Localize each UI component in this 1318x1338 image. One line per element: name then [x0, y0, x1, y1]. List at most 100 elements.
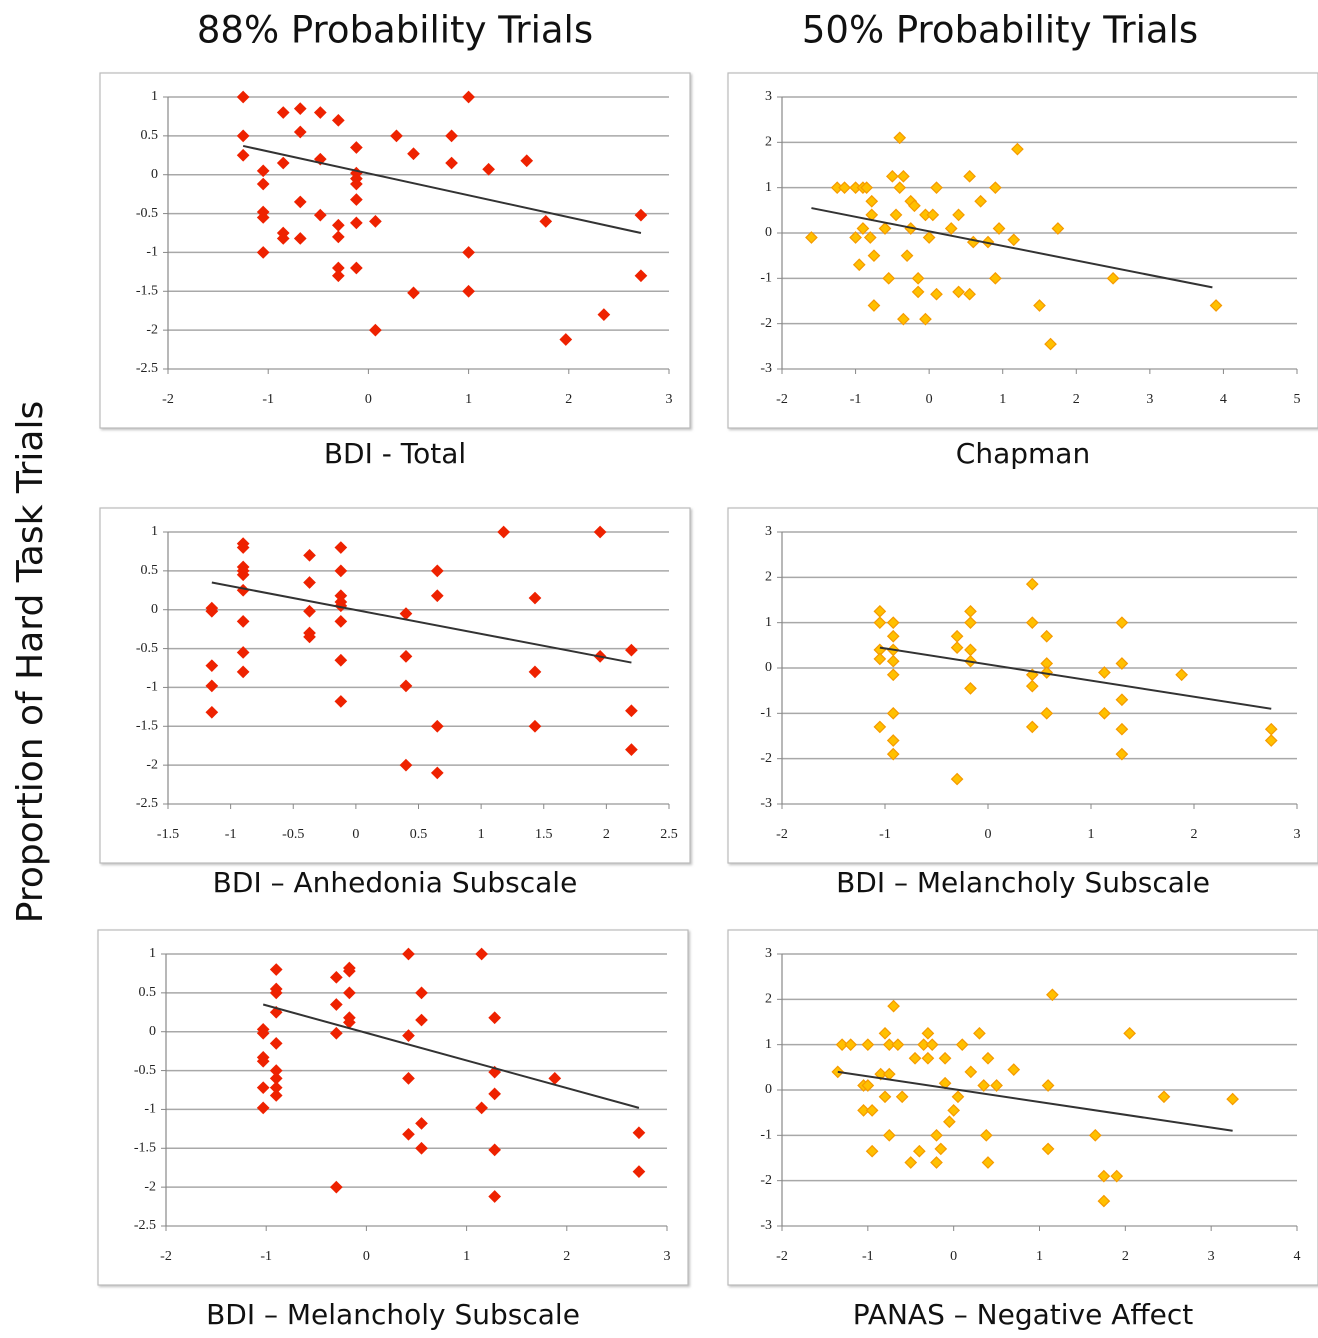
x-tick-label: 0	[985, 827, 992, 842]
data-point	[205, 659, 219, 673]
data-point	[625, 743, 638, 756]
data-point	[886, 629, 900, 643]
data-point	[313, 106, 327, 119]
data-point	[632, 1126, 646, 1140]
y-tick-label: -3	[760, 796, 772, 811]
y-tick-label: 0	[765, 225, 772, 240]
data-point	[256, 1101, 270, 1115]
data-point	[952, 285, 965, 299]
data-point	[313, 208, 327, 222]
data-point	[882, 271, 896, 285]
data-point	[593, 525, 607, 539]
data-point	[462, 246, 475, 259]
column-title: 88% Probability Trials	[197, 9, 593, 52]
y-tick-label: -2	[760, 751, 772, 766]
y-tick-label: 1	[765, 1037, 772, 1052]
data-point	[482, 162, 495, 176]
y-tick-label: -3	[760, 361, 772, 376]
data-point	[926, 208, 940, 222]
y-tick-label: -0.5	[136, 641, 158, 656]
data-point	[951, 1090, 965, 1104]
y-tick-label: -0.5	[134, 1063, 156, 1078]
data-point	[1041, 1079, 1055, 1092]
x-axis-label: BDI – Melancholy Subscale	[836, 866, 1210, 899]
data-point	[897, 169, 910, 183]
data-point	[878, 1090, 892, 1104]
data-point	[882, 1038, 896, 1052]
data-point	[1097, 1194, 1111, 1208]
data-point	[981, 1156, 995, 1169]
panel-frame	[97, 929, 689, 1286]
data-point	[334, 615, 348, 628]
data-point	[849, 231, 862, 244]
x-tick-label: 0	[363, 1249, 370, 1264]
data-point	[1025, 577, 1039, 591]
data-point	[369, 323, 382, 337]
x-tick-label: -2	[162, 392, 174, 407]
x-tick-label: -1	[225, 827, 237, 842]
data-point	[844, 1038, 858, 1052]
data-point	[269, 1089, 283, 1102]
data-point	[559, 333, 573, 346]
data-point	[488, 1011, 502, 1025]
data-point	[488, 1190, 502, 1203]
data-point	[1098, 706, 1111, 720]
data-point	[350, 177, 363, 191]
data-point	[1040, 666, 1054, 679]
y-tick-label: 3	[765, 946, 772, 961]
data-point	[930, 181, 943, 195]
data-point	[205, 604, 219, 618]
x-tick-label: 3	[664, 1249, 671, 1264]
data-point	[293, 195, 307, 209]
data-point	[343, 986, 356, 1000]
data-point	[921, 1026, 935, 1040]
data-point	[303, 548, 316, 562]
x-tick-label: 2	[1122, 1249, 1129, 1264]
x-tick-label: 1	[478, 827, 485, 842]
data-point	[520, 154, 534, 168]
x-axis-label: PANAS – Negative Affect	[853, 1298, 1194, 1331]
x-tick-label: 4	[1294, 1249, 1301, 1264]
data-point	[1088, 1128, 1102, 1142]
y-tick-label: 3	[765, 524, 772, 539]
y-tick-label: -1.5	[136, 284, 158, 299]
data-point	[539, 214, 553, 228]
data-point	[236, 646, 250, 659]
x-tick-label: -2	[776, 1249, 788, 1264]
y-tick-label: 0.5	[139, 985, 157, 1000]
data-point	[402, 947, 415, 961]
x-tick-label: -0.5	[282, 827, 304, 842]
data-point	[865, 1144, 879, 1158]
data-point	[897, 312, 910, 326]
data-point	[329, 1026, 343, 1040]
trend-line	[837, 1070, 1233, 1132]
data-point	[1157, 1090, 1171, 1104]
data-point	[904, 1156, 918, 1169]
trend-line	[811, 207, 1213, 289]
data-point	[873, 616, 887, 630]
data-point	[922, 231, 936, 244]
data-point	[979, 1128, 993, 1142]
data-point	[445, 156, 458, 170]
chart-panel: -3 -2 -1 0 1 2 3 -2 -1 0 1 2 3 4 5 Chapman	[727, 72, 1318, 470]
y-tick-label: 0	[765, 660, 772, 675]
data-point	[399, 679, 413, 693]
data-point	[893, 181, 907, 195]
data-point	[329, 1180, 343, 1194]
data-point	[1175, 668, 1188, 682]
data-point	[992, 222, 1006, 235]
data-point	[334, 541, 348, 554]
data-point	[350, 261, 363, 275]
y-tick-label: 0	[765, 1082, 772, 1097]
data-point	[930, 1156, 943, 1169]
data-point	[908, 1051, 922, 1065]
data-point	[528, 591, 542, 605]
data-point	[256, 1054, 270, 1068]
data-point	[597, 308, 611, 321]
data-point	[407, 147, 420, 161]
data-point	[838, 181, 851, 195]
x-tick-label: 2	[1191, 827, 1198, 842]
data-point	[402, 1127, 415, 1141]
data-point	[293, 232, 307, 245]
